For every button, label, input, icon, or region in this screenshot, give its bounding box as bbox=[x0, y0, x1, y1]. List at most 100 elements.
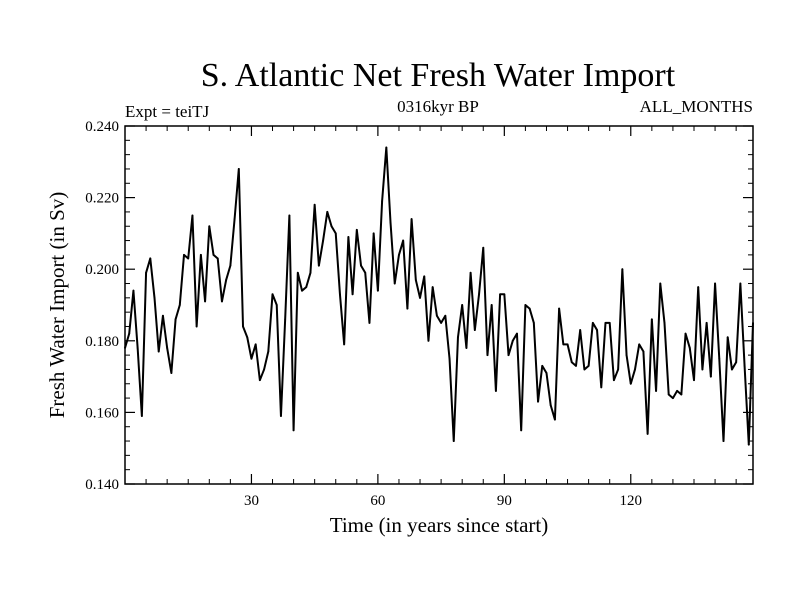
data-point bbox=[233, 218, 236, 220]
data-point bbox=[473, 329, 476, 331]
data-point bbox=[684, 332, 687, 335]
data-point bbox=[229, 264, 232, 267]
data-point bbox=[212, 253, 215, 256]
data-point bbox=[596, 329, 598, 331]
data-point bbox=[343, 343, 346, 346]
series-line bbox=[124, 146, 754, 446]
data-point bbox=[275, 304, 278, 306]
data-point bbox=[575, 364, 577, 367]
data-point bbox=[743, 364, 746, 367]
data-point bbox=[132, 289, 135, 292]
data-point bbox=[368, 322, 371, 324]
chart-title: S. Atlantic Net Fresh Water Import bbox=[201, 57, 676, 94]
data-point bbox=[271, 293, 274, 296]
y-tick-label: 0.220 bbox=[85, 191, 119, 207]
data-point bbox=[204, 300, 206, 303]
data-point bbox=[288, 214, 291, 217]
data-point bbox=[524, 304, 527, 306]
data-point bbox=[347, 236, 350, 238]
data-point bbox=[360, 264, 362, 267]
data-point bbox=[221, 300, 223, 303]
data-point bbox=[140, 415, 143, 417]
plot-area bbox=[124, 125, 754, 485]
data-point bbox=[634, 368, 636, 371]
data-point bbox=[457, 336, 459, 339]
data-point bbox=[663, 322, 666, 324]
data-point bbox=[625, 354, 628, 357]
data-point bbox=[385, 146, 388, 149]
data-point bbox=[178, 304, 181, 306]
data-point bbox=[435, 314, 438, 317]
data-point bbox=[322, 239, 324, 242]
data-point bbox=[495, 390, 497, 392]
data-point bbox=[444, 314, 447, 317]
data-point bbox=[440, 322, 443, 324]
data-point bbox=[617, 368, 620, 371]
data-point bbox=[452, 440, 455, 442]
data-point bbox=[334, 232, 337, 235]
data-point bbox=[427, 339, 430, 342]
data-point bbox=[389, 221, 392, 224]
data-point bbox=[583, 368, 586, 371]
data-point bbox=[237, 168, 240, 170]
data-point bbox=[672, 397, 674, 399]
data-point bbox=[499, 293, 502, 296]
data-point bbox=[191, 214, 194, 217]
x-tick-label: 30 bbox=[244, 493, 259, 509]
data-point bbox=[718, 357, 721, 360]
data-point bbox=[145, 271, 147, 274]
data-point bbox=[747, 443, 750, 446]
data-point bbox=[516, 332, 518, 335]
data-point bbox=[376, 289, 379, 292]
data-point bbox=[726, 336, 729, 339]
data-point bbox=[364, 271, 367, 274]
y-tick-label: 0.160 bbox=[85, 405, 119, 421]
plot-frame bbox=[124, 125, 754, 485]
data-point bbox=[330, 225, 333, 228]
data-point bbox=[739, 282, 742, 285]
data-point bbox=[520, 429, 523, 432]
data-point bbox=[587, 364, 590, 367]
y-tick-label: 0.240 bbox=[85, 119, 119, 135]
data-point bbox=[157, 350, 160, 353]
data-point bbox=[301, 289, 303, 292]
chart-left-label: Expt = teiTJ bbox=[125, 102, 210, 121]
x-tick-label: 90 bbox=[497, 493, 512, 509]
data-point bbox=[410, 218, 413, 220]
data-point bbox=[431, 286, 434, 288]
data-point bbox=[549, 404, 552, 407]
data-point bbox=[478, 293, 480, 296]
data-point bbox=[642, 350, 645, 353]
data-point bbox=[558, 307, 561, 310]
data-point bbox=[406, 307, 409, 310]
data-point bbox=[351, 293, 354, 296]
data-point bbox=[317, 264, 320, 267]
chart-subtitle: 0316kyr BP bbox=[397, 97, 479, 116]
data-point bbox=[149, 257, 152, 260]
data-point bbox=[638, 343, 641, 346]
data-point bbox=[254, 343, 257, 346]
data-point bbox=[701, 368, 704, 371]
x-axis-label: Time (in years since start) bbox=[330, 513, 549, 537]
data-point bbox=[528, 307, 531, 310]
data-point bbox=[693, 379, 695, 382]
data-point bbox=[545, 372, 548, 374]
data-point bbox=[183, 253, 185, 256]
data-point bbox=[381, 200, 383, 203]
y-tick-label: 0.180 bbox=[85, 334, 119, 350]
data-point bbox=[629, 382, 632, 385]
data-point bbox=[195, 325, 198, 328]
data-point bbox=[507, 354, 510, 357]
data-point bbox=[570, 361, 573, 364]
data-point bbox=[486, 354, 489, 357]
y-tick-label: 0.200 bbox=[85, 262, 119, 278]
data-point bbox=[562, 343, 565, 346]
data-point bbox=[600, 386, 603, 389]
data-point bbox=[170, 372, 173, 374]
data-point bbox=[722, 440, 725, 442]
data-point bbox=[393, 282, 396, 285]
data-point bbox=[688, 347, 691, 349]
data-point bbox=[199, 253, 202, 256]
data-point bbox=[646, 432, 649, 435]
